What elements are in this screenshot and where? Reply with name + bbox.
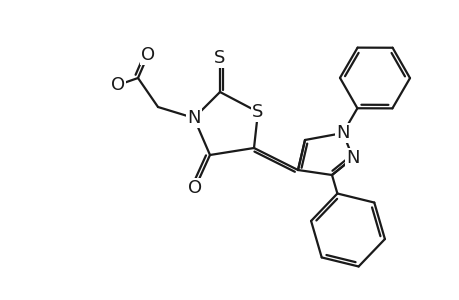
Text: O: O [111, 76, 125, 94]
Text: O: O [140, 46, 155, 64]
Text: N: N [336, 124, 349, 142]
Text: N: N [346, 149, 359, 167]
Text: N: N [187, 109, 200, 127]
Text: S: S [214, 49, 225, 67]
Text: S: S [252, 103, 263, 121]
Text: O: O [188, 179, 202, 197]
